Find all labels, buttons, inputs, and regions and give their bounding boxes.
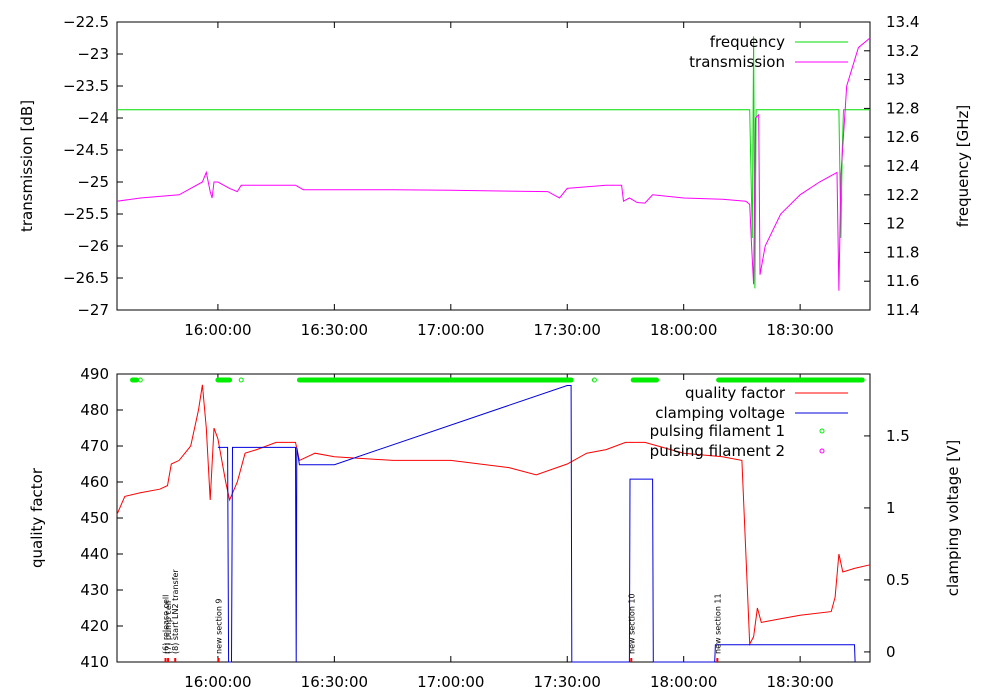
top-x-tick-label: 16:00:00 — [184, 321, 251, 339]
bottom-legend: quality factor clamping voltage pulsing … — [650, 384, 848, 460]
top-y-tick-label: −25.5 — [63, 205, 109, 223]
bottom-y-axis-label: quality factor — [28, 467, 46, 568]
top-y2-tick-label: 13.4 — [886, 13, 919, 31]
top-y-tick-label: −23.5 — [63, 77, 109, 95]
top-y2-tick-label: 12.6 — [886, 128, 919, 146]
top-x-tick-label: 17:30:00 — [534, 321, 601, 339]
top-y-tick-label: −26 — [77, 237, 109, 255]
top-x-tick-label: 18:30:00 — [766, 321, 833, 339]
top-y2-tick-label: 12.2 — [886, 186, 919, 204]
legend-pulsing-filament-1-marker — [819, 428, 825, 434]
bottom-y-tick-label: 490 — [80, 365, 109, 383]
annotation-label: new section 10 — [627, 593, 636, 654]
bottom-y-tick-label: 430 — [80, 581, 109, 599]
pulsing-filament-1-marker — [591, 377, 597, 383]
bottom-y2-tick-label: 1 — [886, 499, 896, 517]
bottom-x-tick-label: 16:00:00 — [184, 673, 251, 691]
transmission-series-line — [116, 37, 871, 291]
annotation-label: (6) release cell — [162, 595, 171, 654]
top-y2-tick-label: 11.8 — [886, 243, 919, 261]
top-y-tick-label: −24 — [77, 109, 109, 127]
bottom-y-tick-label: 450 — [80, 509, 109, 527]
annotation-label: new section 9 — [215, 598, 224, 654]
bottom-y2-tick-label: 1.5 — [886, 427, 910, 445]
top-y-tick-label: −24.5 — [63, 141, 109, 159]
legend-pulsing-filament-2-label: pulsing filament 2 — [650, 442, 785, 460]
legend-pulsing-filament-2-marker — [819, 448, 825, 454]
bottom-x-tick-label: 16:30:00 — [301, 673, 368, 691]
top-y-tick-label: −26.5 — [63, 269, 109, 287]
annotation-label: new section 11 — [713, 593, 722, 654]
top-y2-tick-label: 12 — [886, 215, 905, 233]
top-y2-tick-label: 12.8 — [886, 99, 919, 117]
legend-transmission-label: transmission — [689, 53, 785, 71]
annotation-label: (7) pump cell — [164, 601, 173, 654]
top-y-tick-label: −22.5 — [63, 13, 109, 31]
frequency-series-line — [117, 36, 870, 289]
bottom-x-tick-label: 17:00:00 — [417, 673, 484, 691]
bottom-y-tick-label: 440 — [80, 545, 109, 563]
bottom-y-tick-label: 460 — [80, 473, 109, 491]
bottom-x-tick-label: 18:30:00 — [766, 673, 833, 691]
top-y-tick-label: −25 — [77, 173, 109, 191]
legend-frequency-label: frequency — [710, 33, 785, 51]
bottom-y2-axis-label: clamping voltage [V] — [944, 440, 962, 596]
bottom-y-tick-label: 470 — [80, 437, 109, 455]
bottom-y-tick-label: 410 — [80, 653, 109, 671]
pulsing-filament-1-marker — [137, 377, 143, 383]
bottom-x-tick-label: 17:30:00 — [534, 673, 601, 691]
transmission-frequency-panel: 16:00:00 16:30:00 17:00:00 17:30:00 18:00:00… — [18, 13, 972, 339]
bottom-x-tick-label: 18:00:00 — [650, 673, 717, 691]
top-y2-tick-label: 12.4 — [886, 157, 919, 175]
top-legend: frequency transmission — [689, 33, 848, 71]
top-x-tick-label: 18:00:00 — [650, 321, 717, 339]
top-y2-axis-label: frequency [GHz] — [954, 105, 972, 227]
top-y-tick-label: −27 — [77, 301, 109, 319]
bottom-y-tick-label: 420 — [80, 617, 109, 635]
clamping-voltage-series-line — [217, 385, 856, 663]
pulsing-filament-1-marker — [238, 377, 244, 383]
top-y2-tick-label: 11.4 — [886, 301, 919, 319]
top-x-tick-label: 16:30:00 — [301, 321, 368, 339]
bottom-y2-tick-label: 0 — [886, 643, 896, 661]
top-y2-tick-label: 13.2 — [886, 42, 919, 60]
top-y-tick-label: −23 — [77, 45, 109, 63]
bottom-y2-tick-label: 0.5 — [886, 571, 910, 589]
top-y2-tick-label: 13 — [886, 71, 905, 89]
top-y2-tick-label: 11.6 — [886, 272, 919, 290]
legend-pulsing-filament-1-label: pulsing filament 1 — [650, 422, 785, 440]
bottom-y-tick-label: 480 — [80, 401, 109, 419]
quality-factor-series-line — [116, 384, 871, 646]
top-x-tick-label: 17:00:00 — [417, 321, 484, 339]
quality-factor-clamping-panel: 16:00:00 16:30:00 17:00:00 17:30:00 18:00:00… — [28, 365, 962, 691]
legend-quality-factor-label: quality factor — [685, 384, 786, 402]
top-y-axis-label: transmission [dB] — [18, 100, 36, 232]
annotation-label: (8) start LN2 transfer — [171, 569, 180, 654]
legend-clamping-voltage-label: clamping voltage — [655, 404, 785, 422]
